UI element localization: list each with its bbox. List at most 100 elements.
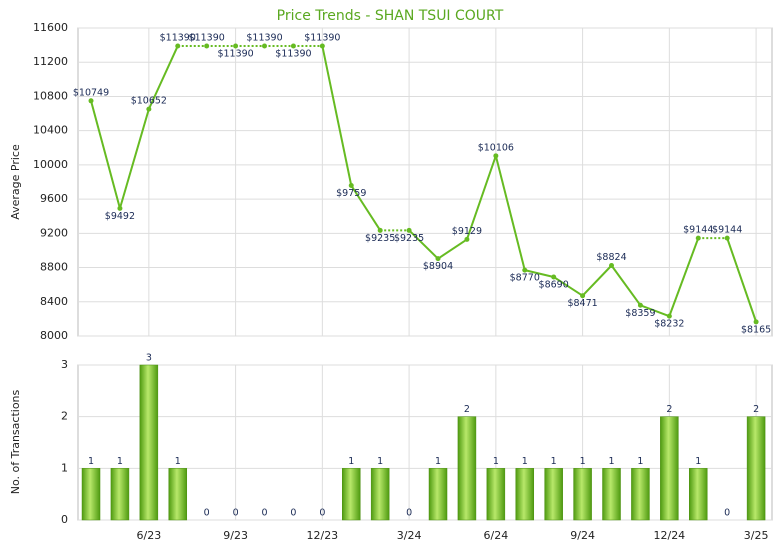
line-segment — [90, 100, 121, 209]
y-tick-label: 8800 — [40, 261, 68, 274]
data-point — [377, 227, 383, 233]
y-tick-label: 2 — [61, 410, 68, 423]
y-tick-label: 3 — [61, 358, 68, 371]
data-label: 3 — [146, 353, 152, 364]
data-point — [609, 263, 615, 269]
data-label: $8690 — [539, 279, 569, 290]
line-segment — [408, 229, 439, 260]
data-label: 2 — [753, 404, 759, 415]
data-point — [580, 293, 586, 299]
y-tick-label: 10400 — [33, 124, 68, 137]
line-segment — [668, 237, 700, 317]
bar — [515, 468, 535, 521]
data-point — [204, 43, 210, 49]
data-label: 1 — [348, 456, 354, 467]
data-point — [406, 227, 412, 233]
data-point — [666, 313, 672, 319]
data-label: 1 — [88, 456, 94, 467]
line-segment — [147, 45, 179, 110]
bar — [168, 468, 188, 521]
chart-title: Price Trends - SHAN TSUI COURT — [277, 8, 504, 24]
data-point — [464, 236, 470, 242]
data-label: 1 — [435, 456, 441, 467]
data-label: $9235 — [394, 233, 424, 244]
line-segment — [610, 264, 642, 306]
x-tick-label: 6/24 — [483, 529, 508, 542]
y-tick-label: 8400 — [40, 295, 68, 308]
data-label: $8770 — [510, 273, 540, 284]
data-label: 0 — [319, 508, 325, 519]
bar — [428, 468, 448, 521]
data-label: $8165 — [741, 324, 771, 335]
data-label: $10652 — [131, 96, 167, 107]
data-label: 0 — [261, 508, 267, 519]
data-label: 0 — [406, 508, 412, 519]
data-label: 1 — [580, 456, 586, 467]
line-segment — [118, 108, 150, 209]
data-label: $8471 — [567, 298, 597, 309]
data-point — [695, 235, 701, 241]
data-label: 1 — [175, 456, 181, 467]
data-point — [233, 43, 239, 49]
bar — [370, 468, 390, 521]
data-label: 1 — [493, 456, 499, 467]
data-label: $11390 — [160, 32, 196, 43]
plot-area — [77, 364, 773, 521]
data-label: $8904 — [423, 261, 453, 272]
data-label: 1 — [522, 456, 528, 467]
data-label: 0 — [290, 508, 296, 519]
data-label: 2 — [464, 404, 470, 415]
data-point — [146, 106, 152, 112]
data-label: $11390 — [217, 48, 253, 59]
y-tick-label: 11600 — [33, 21, 68, 34]
x-tick-label: 12/23 — [306, 529, 338, 542]
x-tick-label: 9/23 — [223, 529, 248, 542]
y-tick-label: 0 — [61, 513, 68, 526]
data-point — [724, 235, 730, 241]
data-point — [88, 98, 94, 104]
x-tick-label: 9/24 — [570, 529, 595, 542]
line-segment — [581, 264, 613, 297]
data-label: $9129 — [452, 226, 482, 237]
bar — [486, 468, 506, 521]
data-point — [753, 319, 759, 325]
data-point — [262, 43, 268, 49]
x-tick-label: 3/25 — [744, 529, 769, 542]
bar — [81, 468, 101, 521]
data-point — [551, 274, 557, 280]
data-point — [290, 43, 296, 49]
line-segment — [437, 238, 468, 260]
y-tick-label: 10800 — [33, 89, 68, 102]
data-label: $9144 — [712, 225, 742, 236]
data-label: 2 — [666, 404, 672, 415]
line-segment — [726, 237, 758, 323]
y-tick-label: 9200 — [40, 226, 68, 239]
data-label: 1 — [608, 456, 614, 467]
data-label: $11390 — [275, 48, 311, 59]
data-label: 0 — [233, 508, 239, 519]
y-tick-label: 10000 — [33, 158, 68, 171]
data-point — [637, 302, 643, 308]
bar — [602, 468, 621, 521]
line-segment — [640, 304, 670, 318]
y-tick-label: 8000 — [40, 329, 68, 342]
data-label: $8824 — [596, 252, 626, 263]
bar — [457, 416, 477, 521]
x-tick-label: 12/24 — [653, 529, 685, 542]
data-label: $9144 — [683, 225, 713, 236]
data-label: $11390 — [304, 32, 340, 43]
x-tick-label: 3/24 — [397, 529, 422, 542]
data-point — [493, 153, 499, 159]
data-point — [319, 43, 325, 49]
x-tick-label: 6/23 — [136, 529, 161, 542]
bar — [139, 364, 159, 521]
y-tick-label: 1 — [61, 461, 68, 474]
data-label: 1 — [695, 456, 701, 467]
data-label: $11390 — [246, 32, 282, 43]
data-point — [175, 43, 181, 49]
data-label: 1 — [551, 456, 557, 467]
bar — [544, 468, 563, 521]
y-tick-label: 9600 — [40, 192, 68, 205]
data-point — [522, 267, 528, 273]
